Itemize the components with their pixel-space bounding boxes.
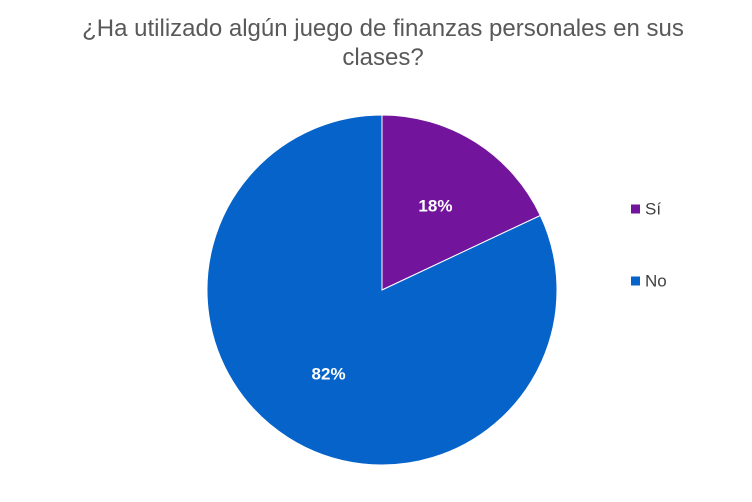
pie-data-labels: 18% 82% [312,196,453,383]
legend-label-2: No [645,272,667,291]
chart-title: ¿Ha utilizado algún juego de finanzas pe… [82,15,684,71]
legend-swatch-2 [631,276,640,286]
pie-slices [206,114,558,466]
data-label-2: 82% [312,365,346,384]
pie-slice-1 [381,114,542,291]
legend: Sí No [631,200,667,291]
legend-swatch-1 [631,204,640,214]
legend-label-1: Sí [645,200,661,219]
data-label-1: 18% [418,196,452,215]
pie-slice-2 [206,114,558,466]
